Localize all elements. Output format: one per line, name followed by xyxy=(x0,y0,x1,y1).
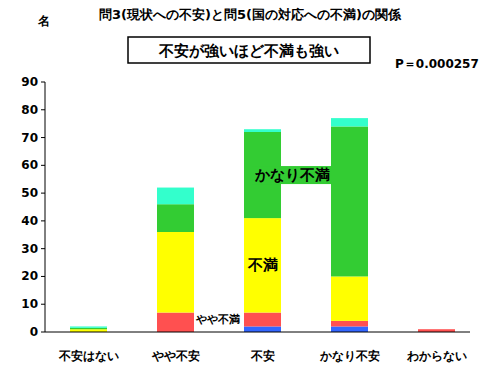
y-tick xyxy=(41,193,45,194)
x-tick-label: 不安はない xyxy=(58,349,119,363)
y-axis-label: 名 xyxy=(37,14,50,28)
y-tick xyxy=(41,276,45,277)
bar-segment xyxy=(418,329,455,330)
y-tick-label: 70 xyxy=(21,131,38,145)
x-tick-label: 不安 xyxy=(250,349,275,363)
series-label: かなり不満 xyxy=(254,166,330,184)
y-tick xyxy=(41,137,45,138)
y-tick-label: 90 xyxy=(21,75,38,89)
y-tick-label: 20 xyxy=(21,269,38,283)
series-label: やや不満 xyxy=(195,313,240,326)
annotation: 不安が強いほど不満も強い xyxy=(158,42,339,60)
x-axis xyxy=(45,332,470,333)
series-label-bg xyxy=(252,166,332,184)
y-tick xyxy=(41,332,45,333)
bar-segment xyxy=(331,118,368,126)
bar-segment xyxy=(331,276,368,320)
bar-segment xyxy=(331,126,368,276)
bar-segment xyxy=(157,232,194,313)
bar-segment xyxy=(418,329,455,330)
bar-segment xyxy=(157,188,194,205)
bar-segment xyxy=(418,329,455,330)
bars xyxy=(70,118,455,332)
bar-segment xyxy=(157,313,194,332)
y-tick-label: 60 xyxy=(21,158,38,172)
bar-segment xyxy=(70,328,107,329)
y-tick-label: 40 xyxy=(21,214,38,228)
x-tick-label: わからない xyxy=(406,349,467,363)
series-label-bg xyxy=(245,256,280,274)
y-tick-label: 30 xyxy=(21,242,38,256)
series-label: 不満 xyxy=(247,256,278,274)
y-tick xyxy=(41,304,45,305)
y-tick-label: 50 xyxy=(21,186,38,200)
x-tick-label: やや不安 xyxy=(151,349,200,363)
y-tick xyxy=(41,82,45,83)
y-tick-label: 0 xyxy=(30,325,38,339)
y-tick-label: 10 xyxy=(21,297,38,311)
x-tick-label: かなり不安 xyxy=(319,349,380,363)
title: 問3(現状への不安)と問5(国の対応への不満)の関係 xyxy=(99,7,402,22)
bar-segment xyxy=(331,321,368,327)
y-tick xyxy=(41,109,45,110)
y-axis xyxy=(45,82,46,332)
bar-segment xyxy=(157,204,194,232)
bar-segment xyxy=(244,326,281,332)
y-tick xyxy=(41,248,45,249)
bar-segment xyxy=(331,326,368,332)
annotation: P＝0.000257 xyxy=(395,57,479,71)
y-tick xyxy=(41,220,45,221)
bar-segment xyxy=(70,326,107,327)
chart: 問3(現状への不安)と問5(国の対応への不満)の関係不安が強いほど不満も強い P＝… xyxy=(0,0,500,375)
bar-segment xyxy=(244,313,281,327)
bar-segment xyxy=(244,218,281,312)
annotation-box xyxy=(128,37,370,63)
bar-segment xyxy=(244,129,281,132)
y-tick-label: 80 xyxy=(21,103,38,117)
y-tick xyxy=(41,165,45,166)
